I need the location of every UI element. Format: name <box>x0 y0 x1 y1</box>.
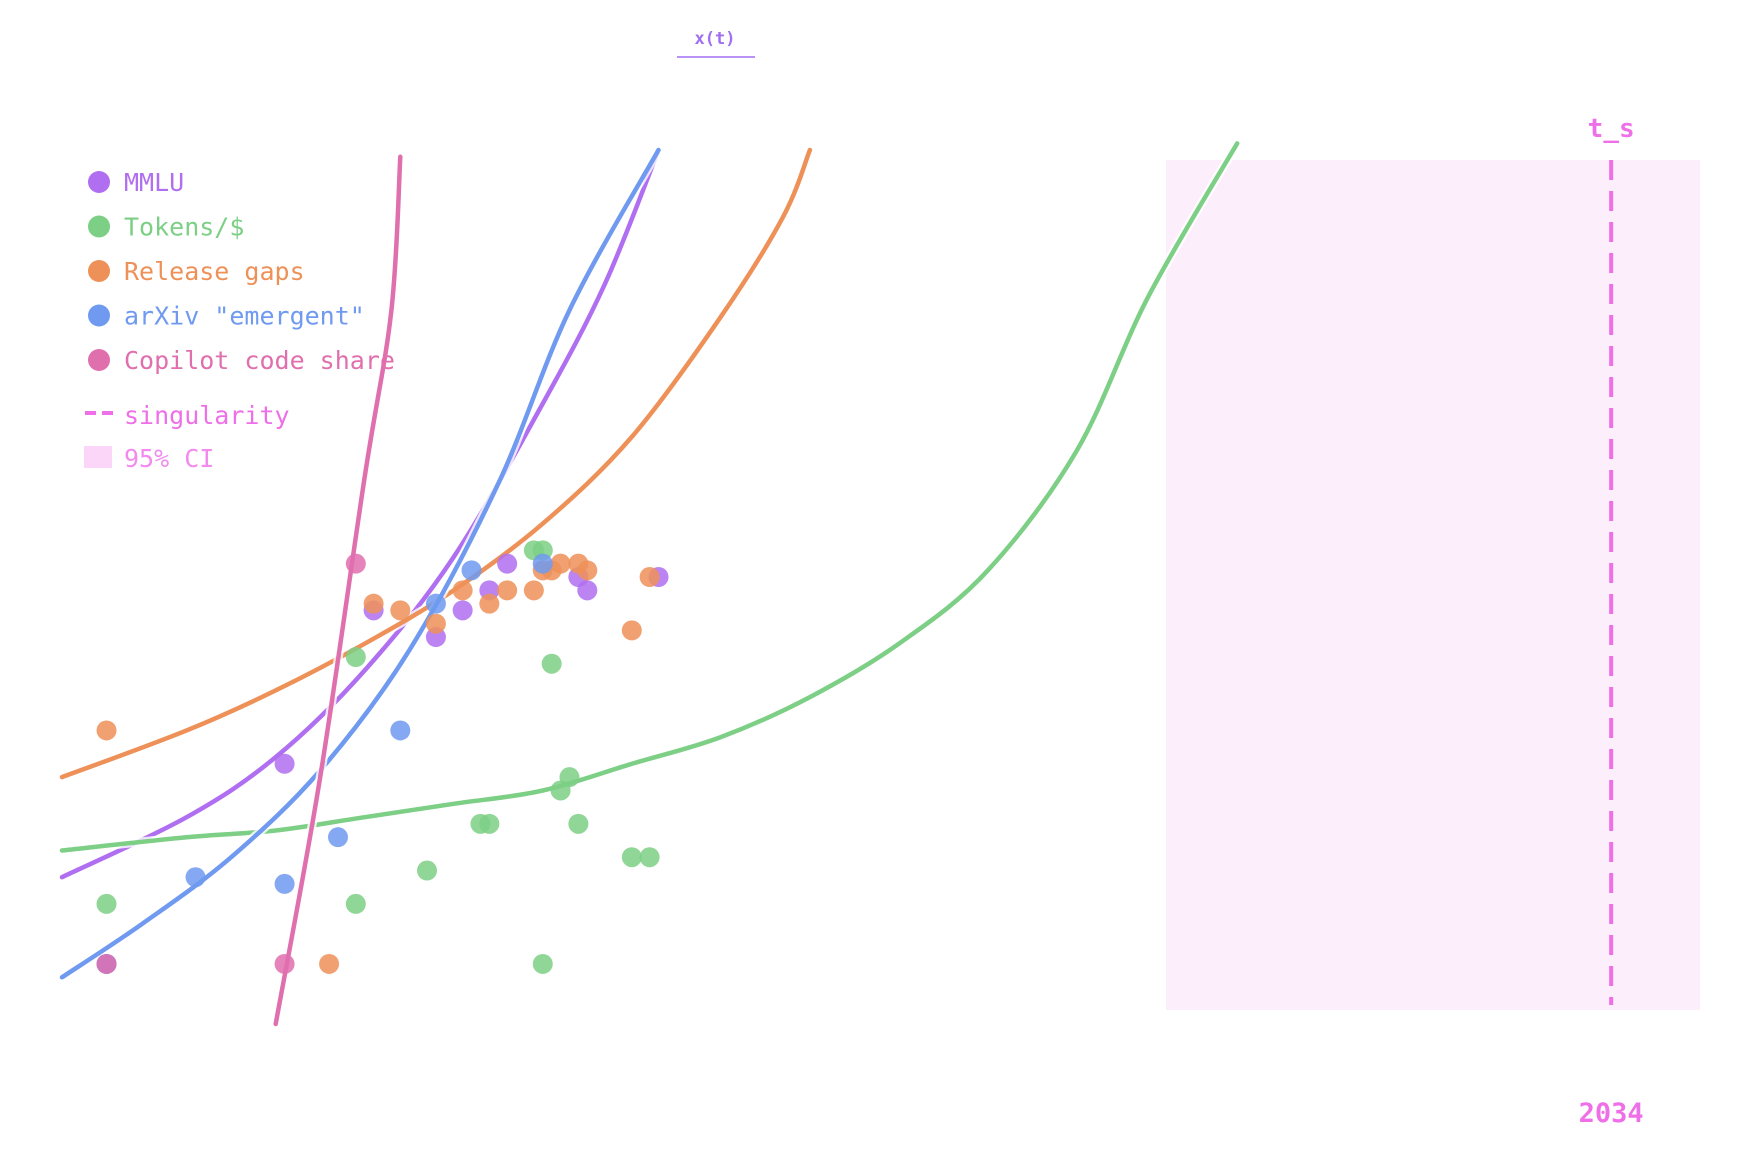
fit-curve-mmlu <box>59 147 661 880</box>
chart-title-group: x(t) <box>677 29 755 58</box>
point-arxiv-emergent-3 <box>328 827 348 848</box>
legend-item-arxiv-emergent: arXiv "emergent" <box>88 302 365 331</box>
point-release-gaps-11 <box>550 553 571 574</box>
legend-label: Release gaps <box>124 257 305 286</box>
point-tokens-11 <box>559 767 580 788</box>
fit-halo-tokens <box>57 138 1242 855</box>
point-tokens-0 <box>96 893 117 914</box>
point-arxiv-emergent-2 <box>274 873 295 894</box>
legend-label: Copilot code share <box>124 346 395 375</box>
point-tokens-13 <box>621 847 642 868</box>
point-release-gaps-4 <box>425 613 446 634</box>
annotation-layer: t_s 2034 <box>1579 114 1644 1129</box>
legend: MMLU Tokens/$ Release gaps arXiv "emergent"… <box>84 168 395 473</box>
fit-curve-tokens <box>59 141 1240 853</box>
point-arxiv-emergent-4 <box>390 720 411 741</box>
legend-marker <box>88 260 110 282</box>
legend-label: 95% CI <box>124 444 214 473</box>
legend-marker <box>88 215 110 238</box>
point-release-gaps-2 <box>363 593 384 614</box>
point-copilot-code-share-0 <box>96 953 117 974</box>
legend-marker <box>84 446 112 468</box>
point-tokens-8 <box>541 653 562 674</box>
point-arxiv-emergent-1 <box>185 867 206 888</box>
point-release-gaps-13 <box>577 560 598 581</box>
legend-label: arXiv "emergent" <box>124 302 365 331</box>
point-mmlu-6 <box>497 553 518 574</box>
point-release-gaps-0 <box>96 720 117 741</box>
point-mmlu-8 <box>577 580 598 601</box>
fit-curve-arxiv-emergent <box>59 147 661 980</box>
legend-label: MMLU <box>124 168 184 197</box>
legend-label: Tokens/$ <box>124 213 244 242</box>
legend-label: singularity <box>124 401 290 430</box>
point-mmlu-4 <box>452 600 473 621</box>
point-tokens-12 <box>568 813 589 834</box>
legend-marker <box>88 304 110 327</box>
point-copilot-code-share-1 <box>274 953 295 974</box>
point-release-gaps-15 <box>639 567 660 587</box>
fit-curve-copilot-code-share <box>273 154 403 1027</box>
point-tokens-3 <box>417 860 438 881</box>
data-points-layer <box>96 540 669 974</box>
point-release-gaps-1 <box>319 953 340 974</box>
point-tokens-9 <box>532 953 553 974</box>
point-tokens-2 <box>345 893 366 914</box>
legend-marker <box>88 349 110 371</box>
point-arxiv-emergent-5 <box>425 593 446 614</box>
x-tick-label: 2034 <box>1579 1098 1644 1129</box>
singularity-label: t_s <box>1588 114 1635 144</box>
point-tokens-1 <box>345 647 366 668</box>
point-tokens-5 <box>479 813 500 834</box>
point-release-gaps-8 <box>523 580 544 601</box>
point-arxiv-emergent-6 <box>461 560 482 581</box>
legend-item-ci: 95% CI <box>84 444 214 473</box>
point-release-gaps-7 <box>497 580 518 601</box>
legend-item-release-gaps: Release gaps <box>88 257 305 286</box>
point-copilot-code-share-2 <box>345 553 366 574</box>
legend-item-singularity: singularity <box>85 401 290 430</box>
point-release-gaps-3 <box>390 600 411 621</box>
legend-item-tokens: Tokens/$ <box>88 213 244 242</box>
point-arxiv-emergent-7 <box>532 553 553 574</box>
legend-item-copilot-code-share: Copilot code share <box>88 346 395 375</box>
legend-item-mmlu: MMLU <box>88 168 184 197</box>
point-release-gaps-14 <box>621 620 642 641</box>
fit-halo-copilot-code-share <box>271 152 405 1029</box>
legend-marker <box>88 171 110 193</box>
point-release-gaps-5 <box>452 580 473 601</box>
confidence-interval-layer <box>1166 160 1701 1010</box>
chart-title: x(t) <box>695 29 736 49</box>
point-mmlu-1 <box>274 753 295 774</box>
ci-band <box>1166 160 1701 1010</box>
point-release-gaps-6 <box>479 593 500 614</box>
point-tokens-14 <box>639 847 660 868</box>
